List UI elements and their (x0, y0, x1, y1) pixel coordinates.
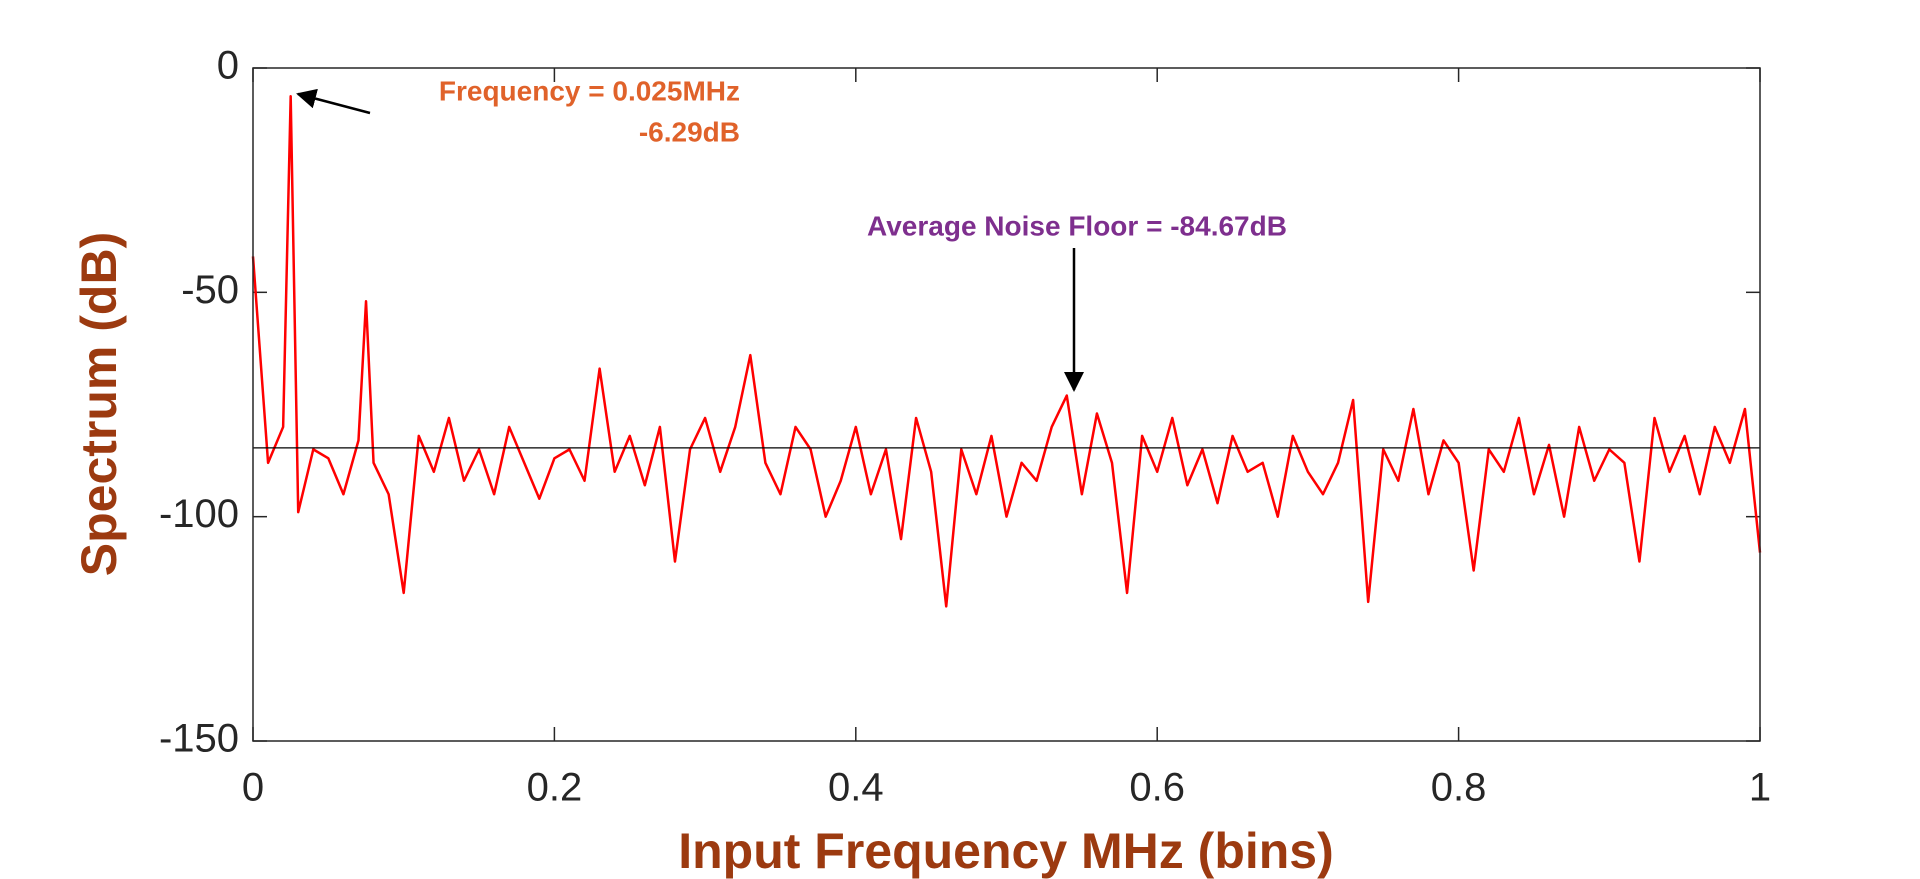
x-tick-label: 1 (1749, 766, 1771, 810)
y-tick-label: -50 (181, 268, 239, 312)
noise-annotation: Average Noise Floor = -84.67dB (867, 210, 1287, 241)
x-tick-label: 0 (242, 766, 264, 810)
x-tick-label: 0.4 (828, 766, 884, 810)
spectrum-line (251, 94, 1762, 608)
x-tick-label: 0.2 (527, 766, 583, 810)
x-axis-label: Input Frequency MHz (bins) (678, 823, 1334, 879)
y-tick-label: -150 (159, 717, 239, 761)
y-tick-label: -100 (159, 492, 239, 536)
plot-frame (252, 67, 1761, 742)
peak-annotation: -6.29dB (639, 116, 740, 147)
y-tick-label: 0 (217, 44, 239, 88)
x-tick-label: 0.8 (1431, 766, 1487, 810)
y-axis-label: Spectrum (dB) (71, 232, 127, 576)
annotation-arrow (296, 88, 371, 115)
x-tick-label: 0.6 (1129, 766, 1185, 810)
plot-area (253, 68, 1760, 741)
peak-annotation: Frequency = 0.025MHz (439, 75, 740, 106)
